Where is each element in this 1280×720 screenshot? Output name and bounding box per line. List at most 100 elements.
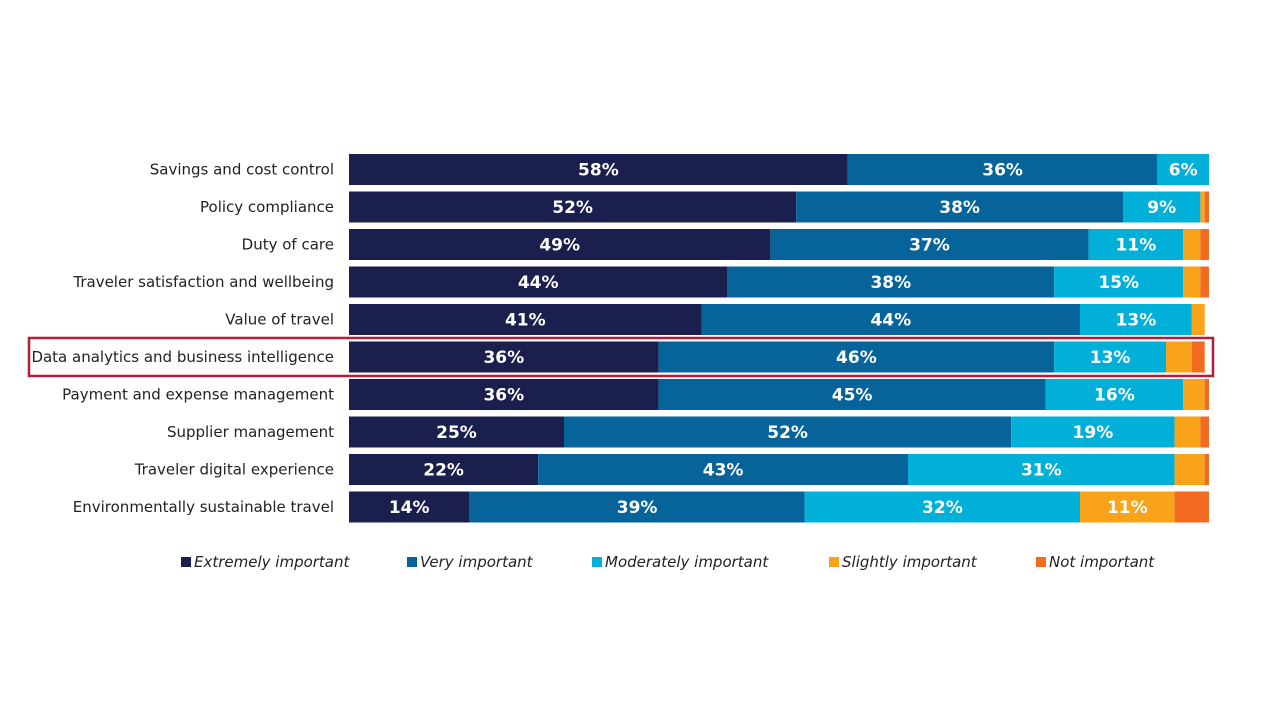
bar-segment-very-important-policy-compliance [796, 191, 1123, 223]
data-label-very-important-duty-of-care: 37% [909, 236, 950, 256]
data-label-extremely-important-value-of-travel: 41% [505, 311, 546, 331]
bar-segment-moderately-important-policy-compliance [1123, 191, 1201, 223]
data-label-moderately-important-data-analytics-and-business-intelligence: 13% [1090, 348, 1131, 368]
bar-segment-moderately-important-savings-and-cost-control [1157, 154, 1209, 185]
bar-segment-extremely-important-traveler-digital-experience [349, 454, 539, 485]
data-label-moderately-important-duty-of-care: 11% [1116, 236, 1157, 256]
data-label-slightly-important-environmentally-sustainable-travel: 11% [1107, 498, 1148, 518]
legend-item-slightly-important: Slightly important [829, 553, 978, 571]
bar-segment-very-important-data-analytics-and-business-intelligence [658, 341, 1055, 373]
data-label-moderately-important-savings-and-cost-control: 6% [1169, 161, 1198, 181]
bar-segment-moderately-important-data-analytics-and-business-intelligence [1054, 341, 1166, 373]
category-label-duty-of-care: Duty of care [242, 236, 334, 254]
bar-segment-slightly-important-supplier-management [1174, 416, 1201, 448]
data-label-extremely-important-data-analytics-and-business-intelligence: 36% [483, 348, 524, 368]
legend-label-not-important: Not important [1049, 553, 1155, 571]
data-labels: 58% 36% 6% 52% 38% 9% 49% 37% 11% 44% 38% 15% 41% 44%… [389, 161, 1198, 519]
legend-item-not-important: Not important [1036, 553, 1155, 571]
data-label-extremely-important-policy-compliance: 52% [552, 198, 593, 218]
data-label-moderately-important-traveler-satisfaction-and-wellbeing: 15% [1098, 273, 1139, 293]
bar-segment-extremely-important-data-analytics-and-business-intelligence [349, 341, 659, 373]
bar-segment-very-important-value-of-travel [701, 304, 1080, 335]
bar-segment-slightly-important-policy-compliance [1200, 191, 1205, 223]
bar-segment-not-important-supplier-management [1200, 416, 1209, 448]
category-label-supplier-management: Supplier management [167, 423, 334, 441]
bar-segment-extremely-important-duty-of-care [349, 229, 771, 260]
data-label-extremely-important-duty-of-care: 49% [539, 236, 580, 256]
legend-swatch-slightly-important [829, 557, 839, 567]
bar-segment-very-important-supplier-management [564, 416, 1012, 448]
bar-segment-not-important-duty-of-care [1200, 229, 1209, 260]
bar-segment-moderately-important-environmentally-sustainable-travel [804, 491, 1080, 523]
data-label-moderately-important-payment-and-expense-management: 16% [1094, 386, 1135, 406]
data-label-extremely-important-traveler-satisfaction-and-wellbeing: 44% [518, 273, 559, 293]
data-label-moderately-important-traveler-digital-experience: 31% [1021, 461, 1062, 481]
bar-segment-not-important-payment-and-expense-management [1204, 379, 1209, 410]
bar-segment-slightly-important-environmentally-sustainable-travel [1080, 491, 1175, 523]
bar-segment-very-important-traveler-digital-experience [538, 454, 908, 485]
category-label-data-analytics-and-business-intelligence: Data analytics and business intelligence [31, 348, 334, 366]
legend-item-extremely-important: Extremely important [181, 553, 351, 571]
category-label-environmentally-sustainable-travel: Environmentally sustainable travel [73, 498, 334, 516]
bar-segment-extremely-important-value-of-travel [349, 304, 702, 335]
data-label-very-important-traveler-satisfaction-and-wellbeing: 38% [870, 273, 911, 293]
bar-segment-not-important-traveler-satisfaction-and-wellbeing [1200, 266, 1209, 298]
highlight-layer [27, 336, 1215, 378]
bar-segment-not-important-environmentally-sustainable-travel [1174, 491, 1209, 523]
data-label-extremely-important-traveler-digital-experience: 22% [423, 461, 464, 481]
data-label-very-important-savings-and-cost-control: 36% [982, 161, 1023, 181]
bar-segment-very-important-environmentally-sustainable-travel [469, 491, 805, 523]
data-label-moderately-important-policy-compliance: 9% [1147, 198, 1176, 218]
category-label-traveler-digital-experience: Traveler digital experience [134, 461, 334, 479]
bar-segment-extremely-important-supplier-management [349, 416, 564, 448]
data-label-moderately-important-supplier-management: 19% [1073, 423, 1114, 443]
data-label-very-important-policy-compliance: 38% [939, 198, 980, 218]
bars-layer [349, 154, 1209, 523]
bar-segment-not-important-data-analytics-and-business-intelligence [1191, 341, 1205, 373]
category-label-value-of-travel: Value of travel [225, 311, 334, 329]
data-label-very-important-payment-and-expense-management: 45% [832, 386, 873, 406]
bar-segment-moderately-important-supplier-management [1011, 416, 1175, 448]
bar-segment-moderately-important-payment-and-expense-management [1045, 379, 1184, 410]
bar-segment-very-important-traveler-satisfaction-and-wellbeing [727, 266, 1055, 298]
legend-label-extremely-important: Extremely important [194, 553, 351, 571]
legend-swatch-moderately-important [592, 557, 602, 567]
bar-segment-extremely-important-policy-compliance [349, 191, 797, 223]
bar-segment-slightly-important-payment-and-expense-management [1183, 379, 1205, 410]
legend-swatch-not-important [1036, 557, 1046, 567]
legend-label-slightly-important: Slightly important [842, 553, 978, 571]
data-label-extremely-important-payment-and-expense-management: 36% [483, 386, 524, 406]
bar-segment-slightly-important-duty-of-care [1183, 229, 1201, 260]
legend-item-moderately-important: Moderately important [592, 553, 769, 571]
bar-segment-not-important-policy-compliance [1204, 191, 1209, 223]
bar-segment-extremely-important-payment-and-expense-management [349, 379, 659, 410]
legend-item-very-important: Very important [407, 553, 534, 571]
data-label-very-important-value-of-travel: 44% [870, 311, 911, 331]
bar-segment-extremely-important-savings-and-cost-control [349, 154, 848, 185]
legend-swatch-very-important [407, 557, 417, 567]
legend-swatch-extremely-important [181, 557, 191, 567]
data-label-very-important-data-analytics-and-business-intelligence: 46% [836, 348, 877, 368]
bar-segment-moderately-important-value-of-travel [1080, 304, 1192, 335]
bar-segment-moderately-important-traveler-digital-experience [908, 454, 1175, 485]
bar-segment-very-important-payment-and-expense-management [658, 379, 1046, 410]
data-label-moderately-important-environmentally-sustainable-travel: 32% [922, 498, 963, 518]
category-label-savings-and-cost-control: Savings and cost control [150, 161, 334, 179]
bar-segment-slightly-important-data-analytics-and-business-intelligence [1166, 341, 1192, 373]
category-label-traveler-satisfaction-and-wellbeing: Traveler satisfaction and wellbeing [72, 273, 334, 291]
bar-segment-slightly-important-traveler-digital-experience [1174, 454, 1205, 485]
category-label-policy-compliance: Policy compliance [200, 198, 334, 216]
bar-segment-moderately-important-traveler-satisfaction-and-wellbeing [1054, 266, 1184, 298]
legend: Extremely important Very important Moderat… [181, 553, 1155, 571]
bar-segment-not-important-traveler-digital-experience [1204, 454, 1209, 485]
bar-segment-very-important-savings-and-cost-control [847, 154, 1158, 185]
bar-segment-moderately-important-duty-of-care [1088, 229, 1184, 260]
data-label-extremely-important-supplier-management: 25% [436, 423, 477, 443]
bar-segment-extremely-important-environmentally-sustainable-travel [349, 491, 470, 523]
legend-label-moderately-important: Moderately important [605, 553, 769, 571]
data-label-extremely-important-savings-and-cost-control: 58% [578, 161, 619, 181]
category-label-payment-and-expense-management: Payment and expense management [62, 386, 334, 404]
data-label-very-important-supplier-management: 52% [767, 423, 808, 443]
